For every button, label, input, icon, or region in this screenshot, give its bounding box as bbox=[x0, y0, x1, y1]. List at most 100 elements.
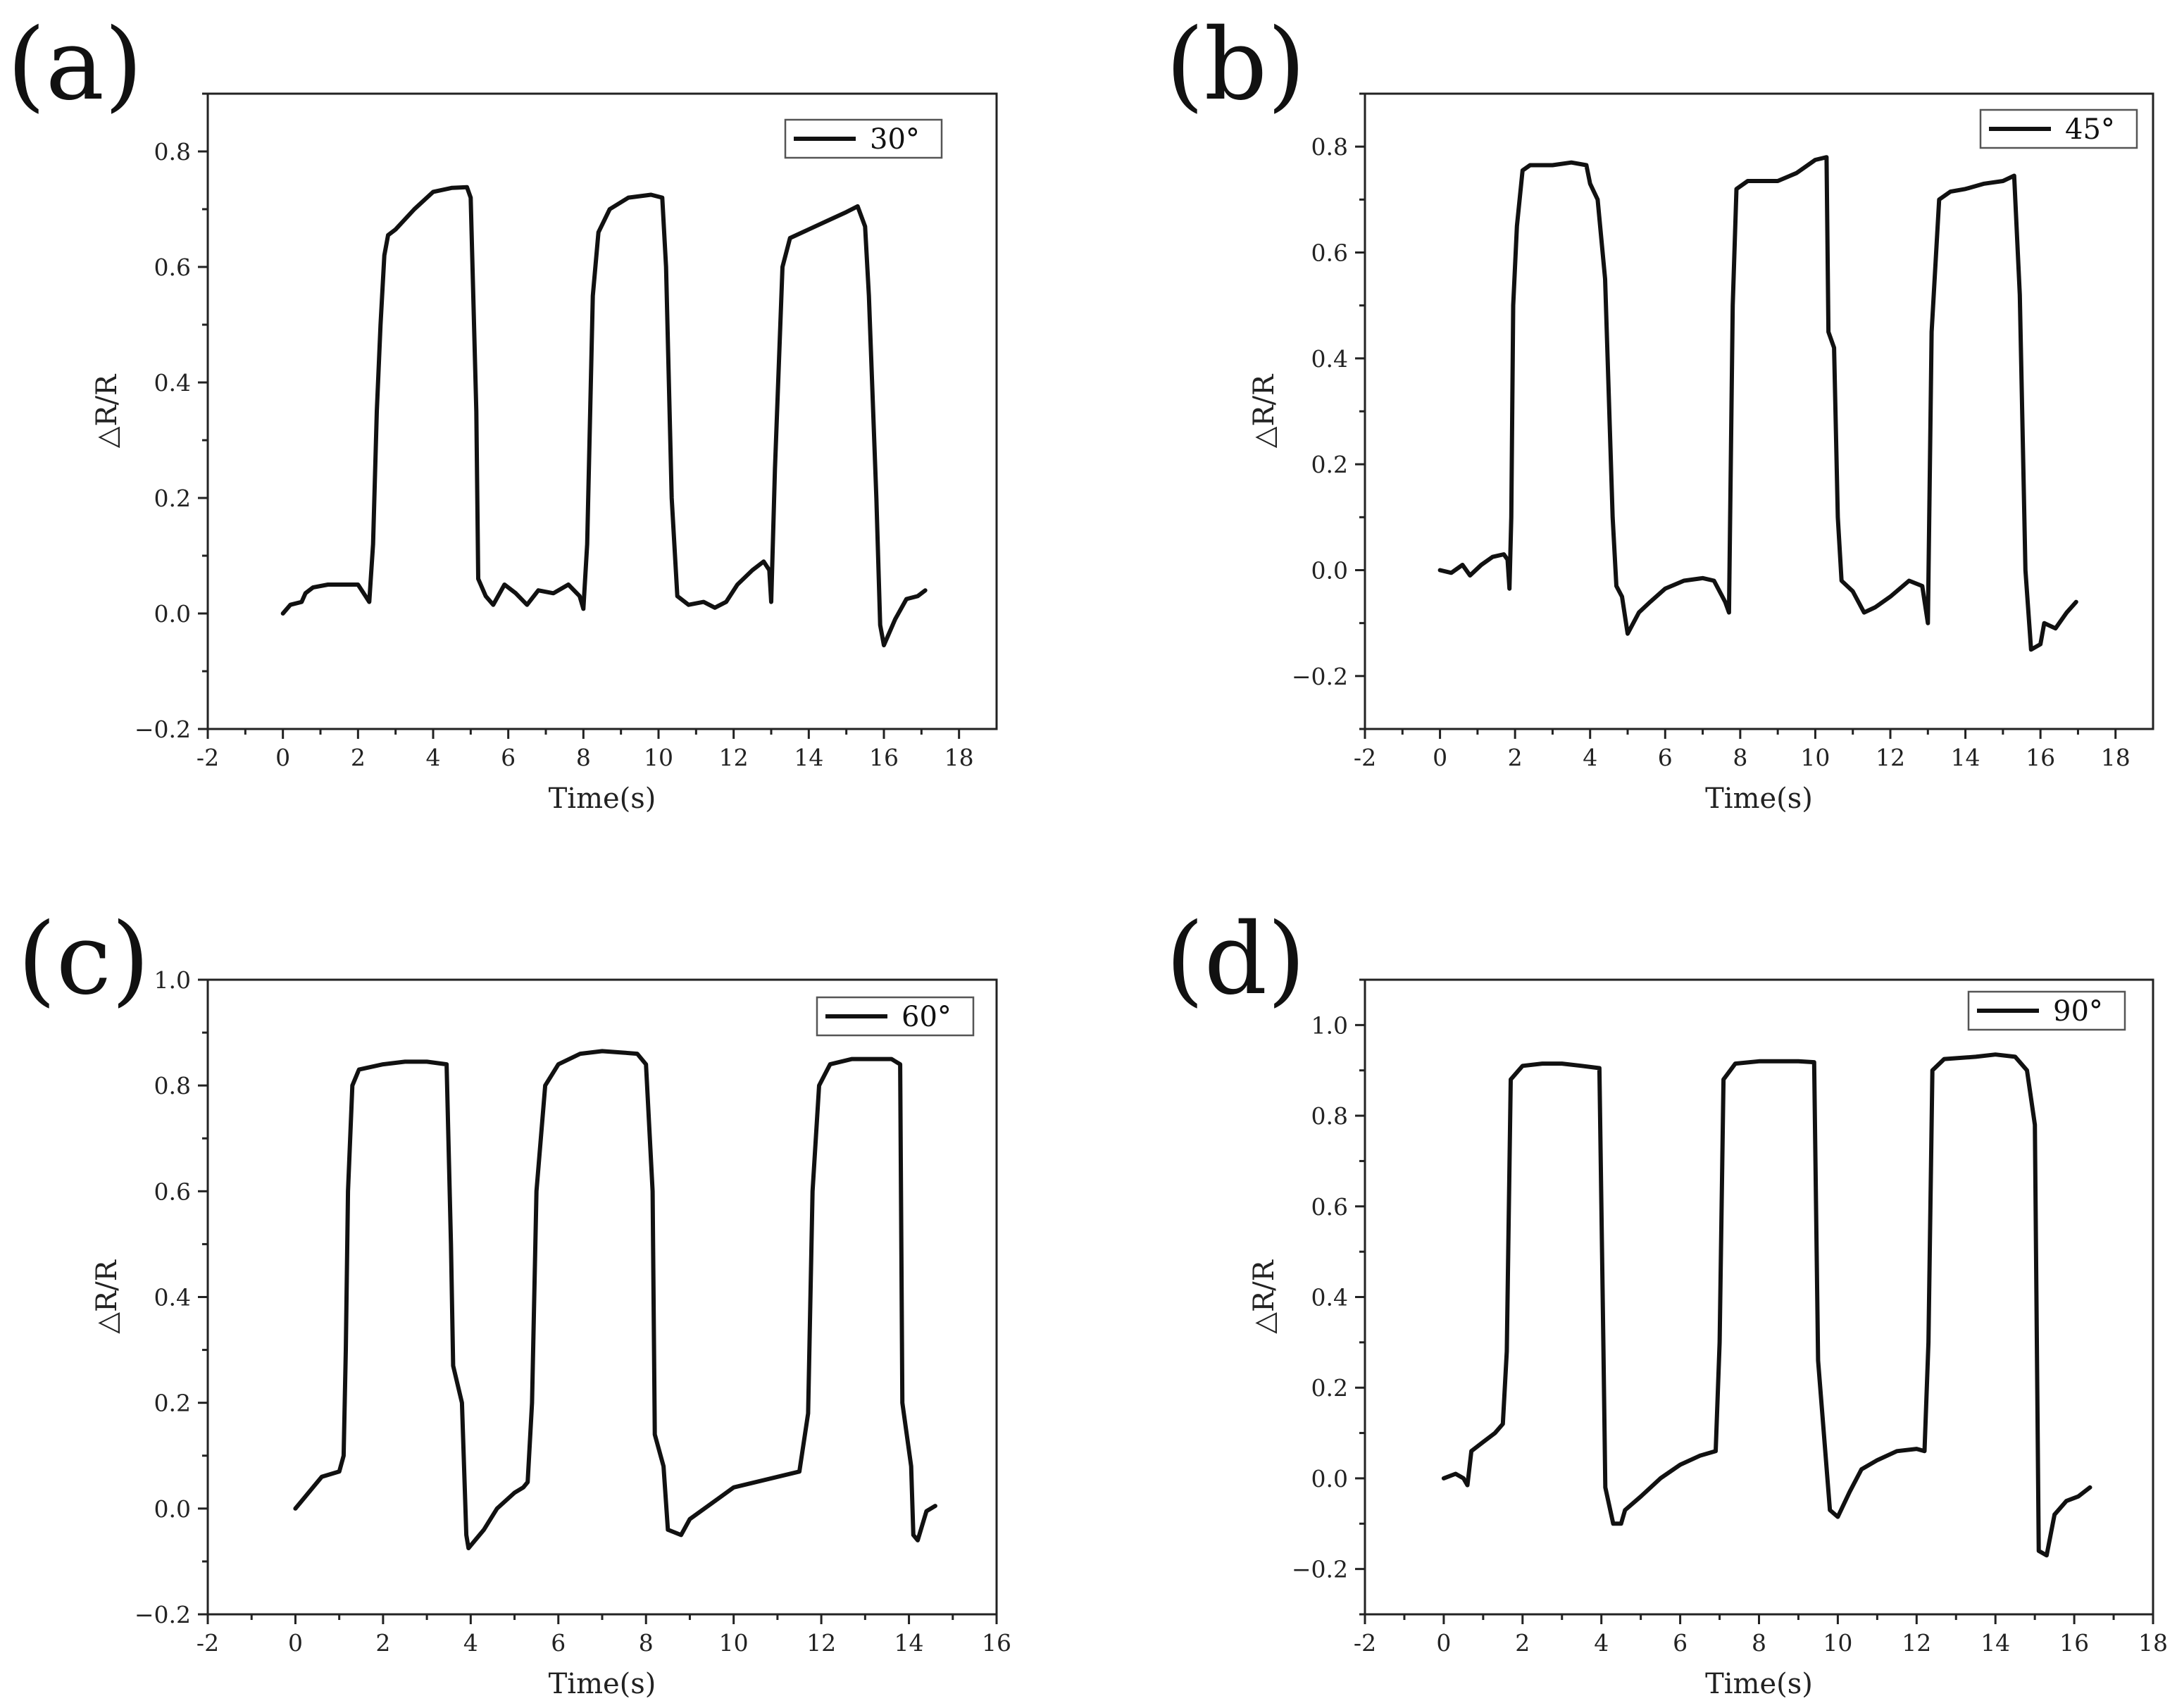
x-tick-label: 8 bbox=[1733, 744, 1747, 771]
x-tick-label: 4 bbox=[426, 744, 441, 771]
series-line bbox=[293, 1049, 937, 1551]
x-tick-label: 14 bbox=[1951, 744, 1980, 771]
x-tick-label: 12 bbox=[1902, 1629, 1931, 1657]
x-tick-label: 12 bbox=[1876, 744, 1905, 771]
y-tick-label: −0.2 bbox=[1292, 663, 1348, 690]
x-axis-label: Time(s) bbox=[549, 1668, 656, 1700]
panel-letter: (a) bbox=[7, 8, 143, 123]
y-tick-label: 0.6 bbox=[154, 254, 191, 281]
x-tick-label: -2 bbox=[1354, 1629, 1376, 1657]
x-tick-label: 8 bbox=[576, 744, 591, 771]
x-tick-label: 2 bbox=[375, 1629, 390, 1657]
y-tick-label: 0.0 bbox=[154, 1495, 191, 1523]
y-tick-label: 0.8 bbox=[154, 1072, 191, 1099]
x-tick-label: 12 bbox=[806, 1629, 836, 1657]
x-tick-label: 4 bbox=[463, 1629, 478, 1657]
x-tick-label: 12 bbox=[719, 744, 749, 771]
y-tick-label: −0.2 bbox=[135, 1601, 191, 1628]
x-tick-label: 16 bbox=[2059, 1629, 2089, 1657]
y-tick-label: 0.4 bbox=[1311, 345, 1348, 373]
y-tick-label: 0.6 bbox=[1311, 239, 1348, 267]
x-tick-label: 0 bbox=[288, 1629, 303, 1657]
x-tick-label: 18 bbox=[2138, 1629, 2168, 1657]
legend: 30° bbox=[784, 118, 943, 159]
y-tick-label: 1.0 bbox=[1311, 1011, 1348, 1039]
x-tick-label: 16 bbox=[982, 1629, 1011, 1657]
legend: 45° bbox=[1979, 108, 2138, 149]
x-tick-label: 6 bbox=[501, 744, 516, 771]
plot-frame bbox=[1364, 92, 2154, 730]
y-axis-label: △R/R bbox=[91, 373, 123, 448]
legend-label: 90° bbox=[2053, 995, 2103, 1028]
y-tick-label: 1.0 bbox=[154, 966, 191, 994]
x-tick-label: 14 bbox=[1980, 1629, 2010, 1657]
x-axis-label: Time(s) bbox=[1705, 783, 1813, 815]
y-tick-label: −0.2 bbox=[1292, 1556, 1348, 1583]
y-tick-label: 0.2 bbox=[154, 485, 191, 512]
legend-label: 60° bbox=[902, 1001, 952, 1033]
y-tick-label: 0.2 bbox=[1311, 451, 1348, 478]
series-line bbox=[1441, 1052, 2092, 1558]
y-tick-label: 0.0 bbox=[1311, 557, 1348, 585]
x-tick-label: 2 bbox=[1515, 1629, 1530, 1657]
y-tick-label: 0.2 bbox=[154, 1390, 191, 1417]
x-tick-label: 4 bbox=[1583, 744, 1597, 771]
x-tick-label: 14 bbox=[894, 1629, 924, 1657]
y-tick-label: 0.4 bbox=[154, 1284, 191, 1311]
y-tick-label: 0.0 bbox=[154, 600, 191, 628]
x-tick-label: 2 bbox=[1508, 744, 1523, 771]
legend: 90° bbox=[1967, 990, 2126, 1031]
y-tick-label: 0.2 bbox=[1311, 1374, 1348, 1402]
x-tick-label: 4 bbox=[1594, 1629, 1609, 1657]
x-tick-label: -2 bbox=[1354, 744, 1376, 771]
panel-letter: (d) bbox=[1166, 902, 1306, 1017]
y-tick-label: 0.8 bbox=[1311, 1102, 1348, 1130]
panel-letter: (c) bbox=[18, 902, 150, 1017]
chart-panel-d: (d) -2 0 2 4 6 8 10 12 14 16 18 −0.2 0.0 0.2 0.4 0.6 0.8 1… bbox=[1166, 902, 2168, 1700]
series-line bbox=[280, 185, 928, 648]
x-tick-label: 0 bbox=[1433, 744, 1447, 771]
y-axis-label: △R/R bbox=[1248, 1259, 1280, 1333]
plot-frame bbox=[206, 978, 998, 1616]
y-axis-label: △R/R bbox=[1248, 373, 1280, 448]
y-tick-label: 0.6 bbox=[154, 1178, 191, 1205]
x-axis-label: Time(s) bbox=[1705, 1668, 1813, 1700]
legend-label: 45° bbox=[2065, 113, 2115, 146]
x-tick-label: 14 bbox=[794, 744, 823, 771]
y-axis-label: △R/R bbox=[91, 1259, 123, 1333]
x-tick-label: 10 bbox=[1823, 1629, 1852, 1657]
y-tick-label: 0.8 bbox=[1311, 133, 1348, 161]
y-tick-label: −0.2 bbox=[135, 716, 191, 743]
plot-frame bbox=[206, 92, 998, 730]
x-axis-label: Time(s) bbox=[549, 783, 656, 815]
x-tick-label: 0 bbox=[1436, 1629, 1451, 1657]
y-tick-label: 0.4 bbox=[1311, 1284, 1348, 1311]
x-tick-label: 16 bbox=[869, 744, 899, 771]
x-tick-label: 0 bbox=[275, 744, 290, 771]
x-tick-label: -2 bbox=[197, 744, 219, 771]
y-tick-label: 0.0 bbox=[1311, 1465, 1348, 1492]
x-tick-label: 10 bbox=[1800, 744, 1830, 771]
x-tick-label: 6 bbox=[551, 1629, 566, 1657]
series-line bbox=[1437, 155, 2078, 652]
x-tick-label: 10 bbox=[719, 1629, 749, 1657]
x-tick-label: 16 bbox=[2026, 744, 2055, 771]
chart-panel-a: (a) -2 0 2 4 6 8 10 12 14 16 18 −0.2 0.0 0.2 0.4 0.6 0.8 T… bbox=[7, 8, 998, 815]
y-tick-label: 0.6 bbox=[1311, 1193, 1348, 1221]
x-tick-label: 8 bbox=[639, 1629, 654, 1657]
x-tick-label: 18 bbox=[2101, 744, 2131, 771]
chart-panel-c: (c) -2 0 2 4 6 8 10 12 14 16 −0.2 0.0 0.2 0.4 0.6 0.8 1.0… bbox=[18, 902, 1011, 1700]
x-tick-label: -2 bbox=[197, 1629, 219, 1657]
y-tick-label: 0.4 bbox=[154, 369, 191, 397]
legend-label: 30° bbox=[870, 123, 920, 156]
x-tick-label: 6 bbox=[1658, 744, 1673, 771]
x-tick-label: 2 bbox=[351, 744, 366, 771]
x-tick-label: 8 bbox=[1752, 1629, 1766, 1657]
legend: 60° bbox=[816, 996, 975, 1037]
x-tick-label: 18 bbox=[944, 744, 974, 771]
panel-letter: (b) bbox=[1166, 8, 1306, 123]
y-tick-label: 0.8 bbox=[154, 138, 191, 166]
x-tick-label: 6 bbox=[1673, 1629, 1688, 1657]
chart-panel-b: (b) -2 0 2 4 6 8 10 12 14 16 18 −0.2 0.0 0.2 0.4 0.6 0.8 T… bbox=[1166, 8, 2154, 815]
